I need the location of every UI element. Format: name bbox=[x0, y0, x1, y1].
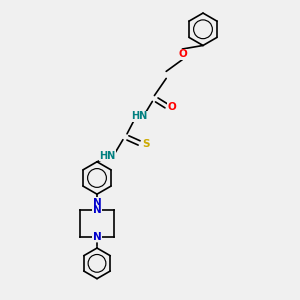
Text: S: S bbox=[142, 139, 149, 149]
Text: O: O bbox=[178, 49, 187, 59]
Text: N: N bbox=[93, 232, 101, 242]
Text: HN: HN bbox=[132, 111, 148, 121]
Text: N: N bbox=[93, 198, 101, 208]
Text: HN: HN bbox=[99, 151, 116, 161]
Text: N: N bbox=[93, 206, 101, 215]
Text: O: O bbox=[168, 102, 176, 112]
